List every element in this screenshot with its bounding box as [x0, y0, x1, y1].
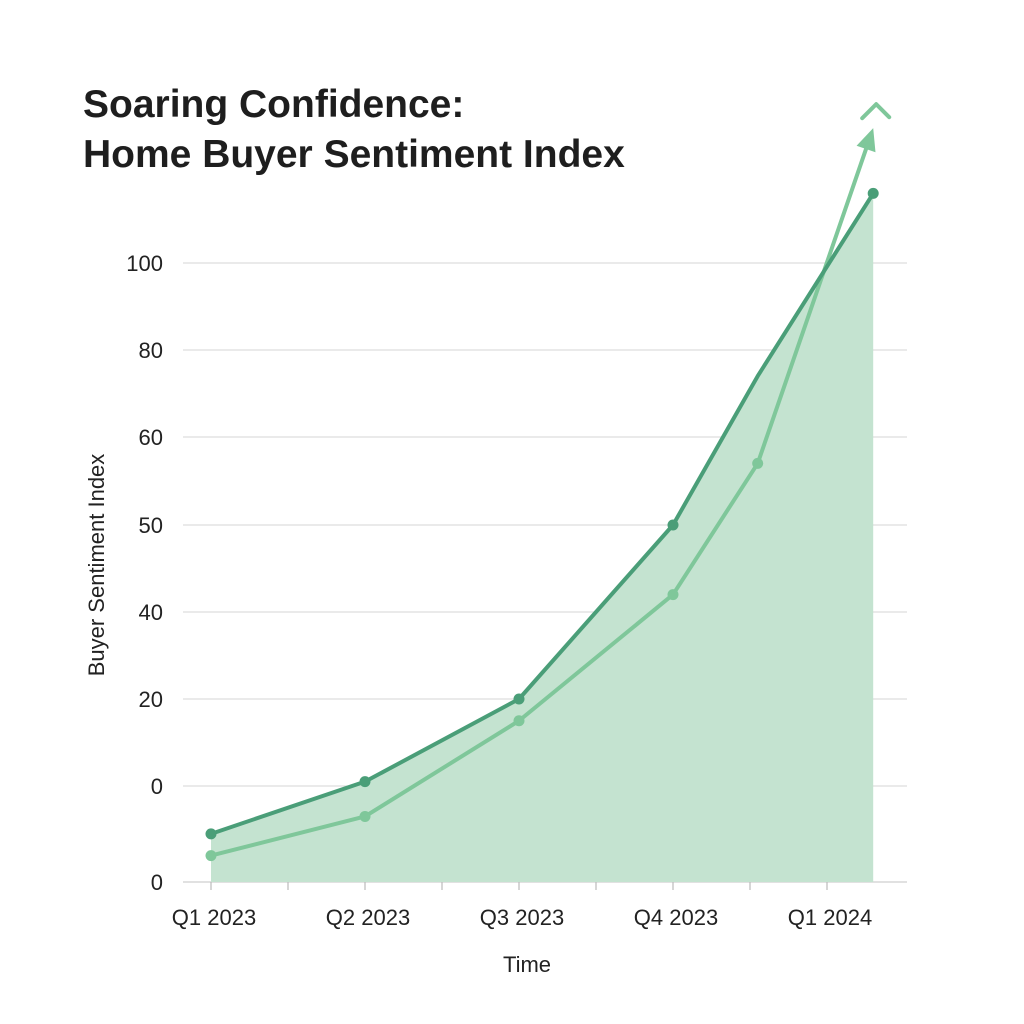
y-axis-label: Buyer Sentiment Index [84, 454, 109, 677]
dark-series-line [209, 191, 876, 836]
x-tick-label: Q3 2023 [480, 905, 564, 930]
light-data-point [752, 457, 764, 469]
series-layer [205, 102, 892, 882]
x-axis-ticks: Q1 2023 Q2 2023 Q3 2023 Q4 2023 Q1 2024 [172, 882, 872, 930]
chevron-up-icon [860, 102, 892, 121]
light-data-point [205, 850, 217, 862]
area-fill [211, 193, 874, 882]
y-tick-label: 0 [151, 774, 163, 799]
y-tick-label: 50 [139, 513, 163, 538]
dark-data-point [667, 519, 679, 531]
arrowhead-icon [856, 128, 876, 153]
x-tick-label: Q2 2023 [326, 905, 410, 930]
x-tick-label: Q1 2023 [172, 905, 256, 930]
y-tick-label: 60 [139, 425, 163, 450]
dark-data-point [359, 776, 371, 788]
y-tick-label: 0 [151, 870, 163, 895]
y-axis-ticks: 100 80 60 50 40 20 0 0 [126, 251, 163, 895]
dark-data-point [205, 828, 217, 840]
dark-data-point [513, 693, 525, 705]
chart-title-line-2: Home Buyer Sentiment Index [83, 133, 625, 176]
x-tick-label: Q4 2023 [634, 905, 718, 930]
light-data-point [513, 715, 525, 727]
chart-title-line-1: Soaring Confidence: [83, 83, 465, 126]
light-data-point [359, 810, 371, 822]
light-series-line [209, 143, 870, 858]
x-axis-label: Time [503, 952, 551, 977]
y-tick-label: 80 [139, 338, 163, 363]
y-tick-label: 40 [139, 600, 163, 625]
x-tick-label: Q1 2024 [788, 905, 872, 930]
chart-title: Soaring Confidence: Home Buyer Sentiment… [83, 80, 625, 180]
light-data-point [667, 589, 679, 601]
y-tick-label: 100 [126, 251, 163, 276]
y-tick-label: 20 [139, 687, 163, 712]
dark-data-point [867, 187, 879, 199]
